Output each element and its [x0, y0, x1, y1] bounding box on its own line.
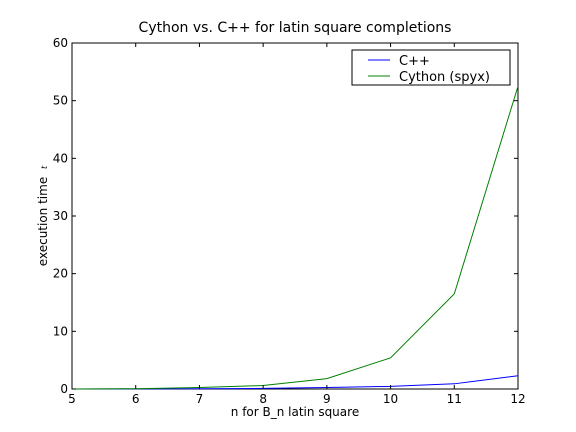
plot-area: 5 6 7 8 9 10 11 12 0 10 20 30 40 50 60 [53, 36, 526, 406]
legend-label: C++ [399, 54, 430, 69]
x-tick-label: 8 [259, 392, 267, 406]
x-tick-label: 11 [447, 392, 462, 406]
x-tick-label: 7 [196, 392, 204, 406]
y-axis-label: execution time [36, 177, 50, 266]
y-tick-label: 40 [53, 151, 68, 165]
y-tick-label: 20 [53, 267, 68, 281]
y-tick-label: 50 [53, 94, 68, 108]
axes-frame [71, 42, 519, 390]
legend-entries: C++Cython (spyx) [368, 54, 490, 85]
x-tick-label: 10 [383, 392, 398, 406]
x-tick-label: 9 [323, 392, 331, 406]
y-tick-label: 10 [53, 324, 68, 338]
y-axis-label-group: execution time t [36, 165, 50, 266]
legend-box [351, 49, 511, 86]
legend: C++Cython (spyx) [351, 49, 511, 86]
x-tick-label: 5 [68, 392, 76, 406]
x-axis-ticks: 5 6 7 8 9 10 11 12 [68, 43, 526, 406]
y-tick-label: 30 [53, 209, 68, 223]
legend-label: Cython (spyx) [399, 70, 490, 85]
chart-title: Cython vs. C++ for latin square completi… [139, 20, 452, 36]
x-axis-label: n for B_n latin square [231, 405, 359, 419]
y-axis-ticks: 0 10 20 30 40 50 60 [53, 36, 518, 396]
svg-text:execution time t: execution time t [36, 165, 50, 266]
y-tick-label: 0 [60, 382, 68, 396]
y-axis-unit: t [40, 165, 49, 169]
series-layer [71, 86, 519, 390]
x-tick-label: 6 [132, 392, 140, 406]
x-tick-label: 12 [510, 392, 525, 406]
y-tick-label: 60 [53, 36, 68, 50]
series-line-cython-spyx [71, 86, 519, 390]
